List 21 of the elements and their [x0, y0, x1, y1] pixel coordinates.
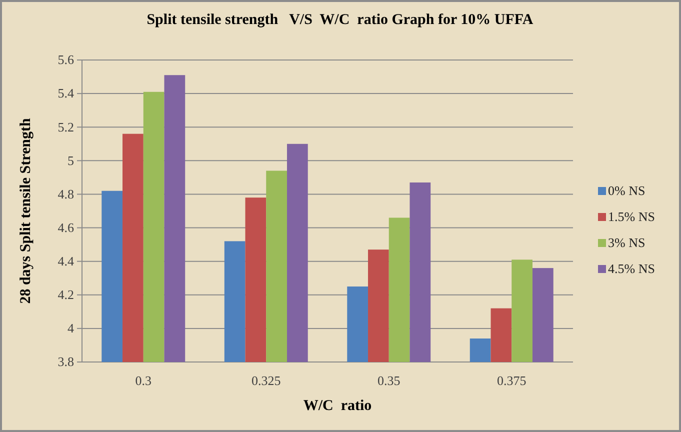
y-tick-label: 4.8: [58, 186, 74, 202]
y-tick-label: 4: [68, 320, 74, 336]
y-tick-label: 5.2: [58, 119, 74, 134]
y-tick-label: 4.6: [58, 220, 74, 235]
y-tick-label: 5: [68, 152, 74, 168]
chart-title: Split tensile strength V/S W/C ratio Graph for 10% UFFA: [146, 12, 534, 28]
legend-label: 3% NS: [608, 235, 646, 250]
legend-label: 1.5% NS: [608, 209, 655, 224]
y-tick-label: 5.4: [58, 86, 74, 101]
y-tick-label: 3.8: [58, 354, 74, 370]
x-tick-label: 0.35: [378, 373, 400, 388]
x-axis-title: W/C ratio: [303, 398, 372, 414]
x-tick-label: 0.325: [252, 373, 281, 388]
legend-label: 4.5% NS: [608, 261, 655, 276]
y-tick-label: 5.6: [58, 52, 74, 68]
y-tick-label: 4.2: [58, 287, 74, 302]
legend-label: 0% NS: [608, 183, 646, 198]
y-tick-label: 4.4: [58, 253, 74, 268]
y-axis-title: 28 days Split tensile Strength: [18, 118, 34, 304]
x-tick-label: 0.375: [497, 373, 526, 388]
x-tick-label: 0.3: [135, 373, 152, 388]
